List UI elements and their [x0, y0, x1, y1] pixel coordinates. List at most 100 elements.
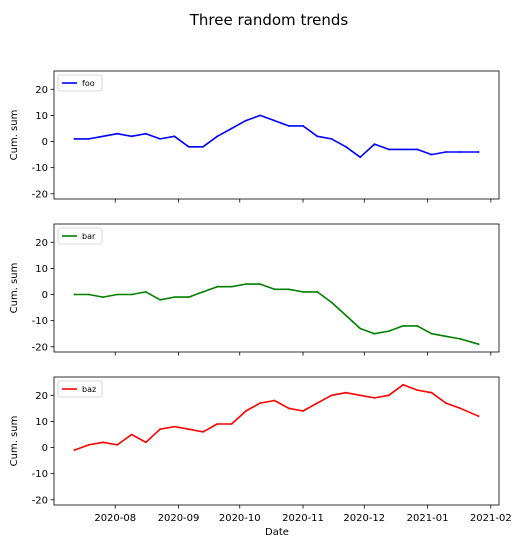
legend-baz: baz: [57, 380, 103, 398]
data-point-foo: [116, 132, 119, 135]
data-point-baz: [445, 402, 447, 404]
y-tick-label: 0: [42, 137, 48, 148]
data-point-foo: [173, 135, 176, 138]
data-point-bar: [477, 343, 480, 346]
data-point-foo: [159, 138, 162, 140]
axes-frame: [53, 70, 500, 200]
data-point-foo: [287, 125, 290, 127]
data-point-bar: [302, 291, 304, 293]
data-point-baz: [130, 433, 133, 436]
y-tick-label: -10: [32, 469, 48, 480]
data-point-bar: [216, 285, 219, 288]
data-point-foo: [187, 145, 190, 148]
y-tick-label: 10: [35, 417, 48, 428]
data-point-bar: [416, 325, 419, 327]
axes-frame: [53, 223, 500, 353]
data-point-baz: [416, 389, 419, 391]
data-point-foo: [216, 135, 219, 138]
y-tick-label: -10: [32, 163, 48, 174]
data-point-foo: [402, 148, 404, 151]
legend-label: bar: [82, 232, 96, 241]
data-point-bar: [230, 285, 233, 288]
data-point-baz: [216, 423, 219, 425]
data-point-baz: [402, 383, 404, 386]
y-tick-label: 10: [35, 111, 48, 122]
data-point-bar: [430, 332, 433, 335]
y-axis-label: Cum. sum: [9, 263, 20, 314]
x-tick-label: 2020-12: [343, 513, 385, 524]
data-point-foo: [73, 138, 76, 140]
x-tick-label: 2021-02: [470, 513, 512, 524]
data-point-baz: [102, 441, 104, 444]
data-point-baz: [387, 394, 390, 397]
y-tick-label: -10: [32, 316, 48, 327]
data-point-foo: [273, 119, 276, 122]
data-point-bar: [330, 301, 333, 304]
data-point-bar: [102, 296, 104, 298]
data-point-bar: [159, 298, 162, 301]
data-point-baz: [287, 407, 290, 410]
data-point-baz: [187, 428, 190, 431]
data-point-baz: [316, 402, 319, 404]
data-point-foo: [102, 135, 104, 138]
data-point-baz: [302, 410, 304, 412]
data-point-baz: [116, 444, 119, 446]
data-point-baz: [245, 410, 247, 412]
data-point-foo: [477, 151, 480, 153]
data-point-baz: [273, 399, 276, 402]
data-point-bar: [402, 325, 404, 327]
panel-bar: -20 -10 0 10 20 Cum. sum bar: [9, 223, 500, 356]
data-point-foo: [345, 145, 347, 148]
data-point-bar: [87, 293, 90, 296]
x-tick-label: 2020-10: [219, 513, 261, 524]
data-point-bar: [187, 296, 190, 298]
x-tick-label: 2020-11: [282, 513, 324, 524]
data-point-bar: [202, 291, 204, 293]
legend-foo: foo: [57, 74, 103, 92]
data-point-bar: [273, 288, 276, 291]
data-point-foo: [330, 138, 333, 140]
data-point-bar: [316, 291, 319, 293]
x-axis-label: Date: [265, 527, 289, 538]
x-tick-label: 2021-01: [407, 513, 449, 524]
data-point-baz: [345, 391, 347, 394]
data-point-foo: [302, 125, 304, 127]
data-point-bar: [173, 296, 176, 298]
data-point-foo: [459, 151, 462, 153]
legend-label: baz: [82, 385, 96, 394]
x-tick-label: 2020-08: [94, 513, 136, 524]
y-tick-label: -20: [32, 495, 48, 506]
data-point-bar: [259, 283, 262, 285]
data-point-foo: [87, 138, 90, 140]
chart-panels: -20 -10 0 10 20 Cum. sum foo -20 -10 0 10 20 Cum. su…: [9, 70, 512, 524]
data-point-bar: [373, 332, 376, 335]
data-point-bar: [116, 293, 119, 296]
y-tick-label: 0: [42, 443, 48, 454]
data-point-foo: [445, 151, 447, 153]
data-point-baz: [259, 402, 262, 404]
data-point-baz: [430, 391, 433, 394]
panel-baz: -20 -10 0 10 20 2020-08 2020-09 2020-10 2020-11 2…: [9, 376, 512, 524]
legend-box: [57, 227, 103, 245]
data-point-baz: [202, 431, 204, 433]
data-point-baz: [173, 425, 176, 428]
data-point-foo: [430, 153, 433, 156]
axes-frame: [53, 376, 500, 506]
panel-foo: -20 -10 0 10 20 Cum. sum foo: [9, 70, 500, 203]
y-axis-label: Cum. sum: [9, 416, 20, 467]
legend-box: [57, 380, 103, 398]
legend-bar: bar: [57, 227, 103, 245]
data-point-bar: [245, 283, 247, 285]
data-point-bar: [130, 293, 133, 296]
data-point-foo: [359, 156, 362, 159]
data-point-bar: [345, 314, 347, 317]
x-tick-label: 2020-09: [158, 513, 200, 524]
data-point-baz: [145, 441, 147, 444]
data-point-baz: [359, 394, 362, 397]
data-point-baz: [477, 415, 480, 418]
data-point-foo: [316, 135, 319, 138]
legend-box: [57, 74, 103, 92]
data-point-baz: [373, 397, 376, 399]
y-tick-label: 10: [35, 264, 48, 275]
